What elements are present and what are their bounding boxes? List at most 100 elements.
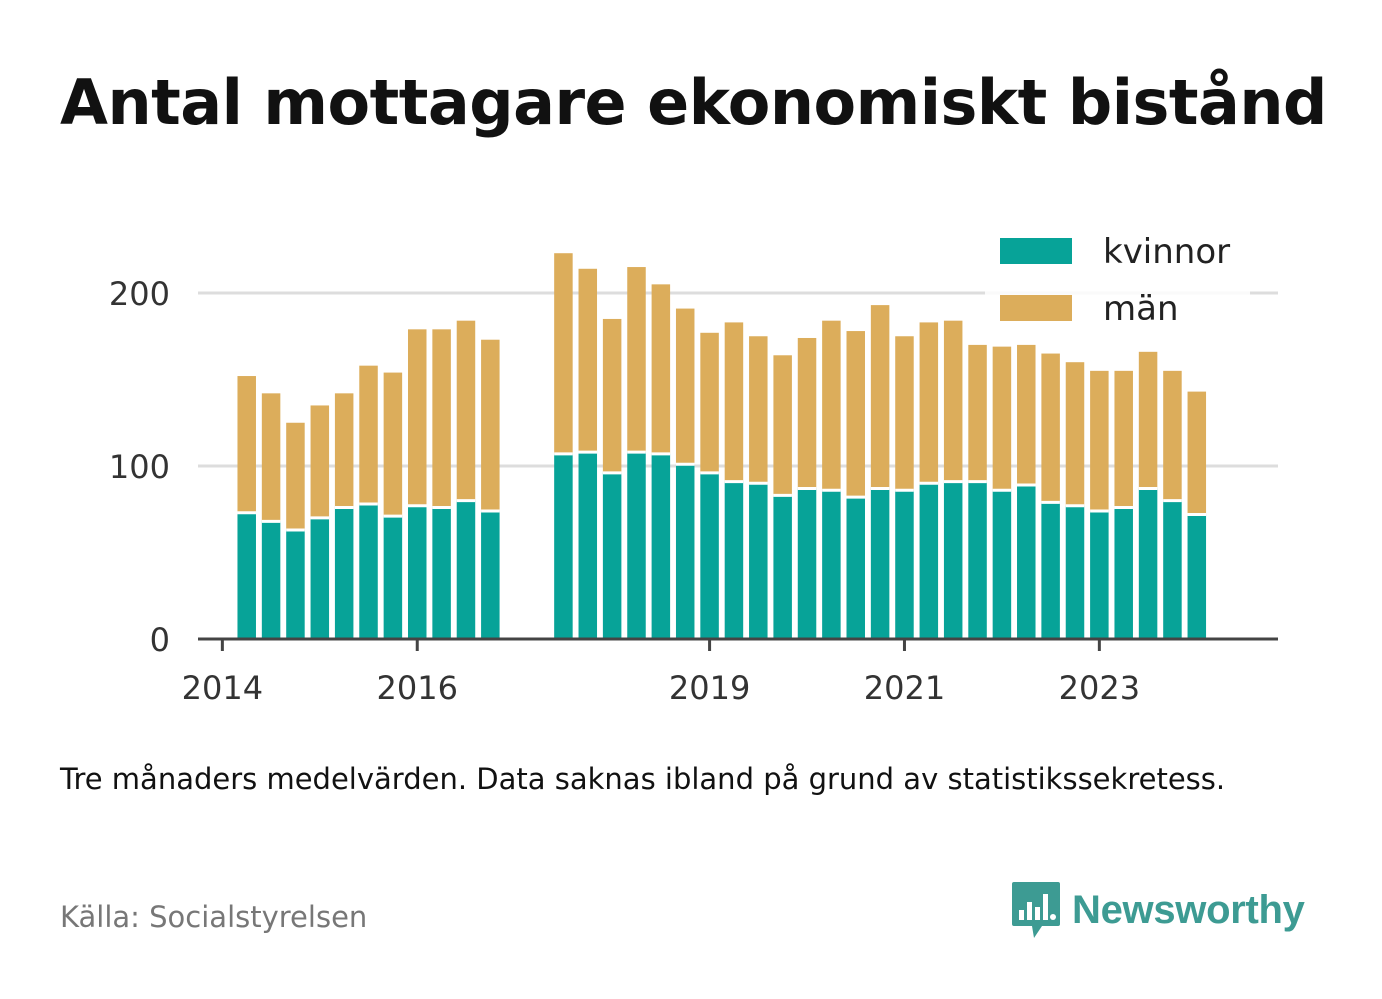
bar-group (895, 336, 914, 639)
bar-man (627, 267, 646, 453)
bar-kvinnor (627, 452, 646, 639)
bar-man (846, 331, 865, 498)
bars (237, 253, 1207, 639)
bar-group (383, 372, 403, 639)
bar-kvinnor (1163, 500, 1182, 639)
bar-group (310, 405, 330, 639)
bar-group (1090, 370, 1109, 639)
bar-kvinnor (797, 488, 817, 639)
bar-group (749, 336, 768, 639)
bar-group (1065, 362, 1085, 639)
x-tick-label: 2014 (182, 669, 263, 707)
y-tick-label: 200 (109, 275, 170, 313)
bar-man (237, 376, 256, 513)
bar-man (456, 320, 476, 501)
bar-group (724, 322, 744, 639)
bar-man (1114, 370, 1133, 508)
bar-group (407, 329, 427, 639)
bar-group (1163, 370, 1182, 639)
bar-man (261, 393, 281, 522)
bar-group (286, 422, 305, 639)
bar-group (919, 322, 939, 639)
bar-man (359, 365, 378, 505)
legend: kvinnor män (985, 222, 1250, 340)
bar-group (700, 332, 719, 639)
bar-kvinnor (846, 497, 865, 639)
bar-man (651, 284, 671, 454)
bar-kvinnor (1090, 510, 1109, 639)
x-tick-label: 2019 (669, 669, 750, 707)
chart-note: Tre månaders medelvärden. Data saknas ib… (60, 762, 1226, 796)
bar-group (773, 355, 792, 639)
bar-man (1090, 370, 1109, 511)
bar-group (554, 253, 573, 639)
bar-kvinnor (675, 464, 695, 639)
bar-kvinnor (773, 495, 792, 639)
bar-man (870, 305, 890, 489)
y-tick-label: 0 (150, 621, 170, 659)
bar-kvinnor (407, 505, 427, 639)
source-label: Källa: Socialstyrelsen (60, 900, 368, 934)
bar-kvinnor (700, 472, 719, 639)
bar-man (992, 346, 1012, 491)
bar-group (456, 320, 476, 639)
bar-kvinnor (919, 483, 939, 639)
bar-man (554, 253, 573, 454)
bar-group (675, 308, 695, 639)
bar-group (1041, 353, 1060, 639)
bar-kvinnor (651, 453, 671, 639)
bar-group (1138, 351, 1158, 639)
bar-kvinnor (261, 521, 281, 639)
bar-group (797, 337, 817, 639)
bar-kvinnor (383, 516, 403, 639)
bar-kvinnor (578, 452, 598, 639)
bar-man (1065, 362, 1085, 506)
legend-label-man: män (1103, 289, 1179, 329)
bar-group (432, 329, 451, 639)
chart-title: Antal mottagare ekonomiskt bistånd (60, 66, 1327, 139)
bar-man (578, 268, 598, 453)
bar-man (822, 320, 841, 491)
bar-group (870, 305, 890, 639)
bar-kvinnor (943, 481, 963, 639)
bar-kvinnor (895, 490, 914, 639)
bar-group (334, 393, 354, 639)
bar-man (432, 329, 451, 508)
bar-kvinnor (432, 507, 451, 639)
bar-kvinnor (1114, 507, 1133, 639)
bar-man (968, 344, 987, 482)
bar-chart: 0 100 200 2014 2016 2019 2021 2023 kvinnor män (108, 222, 1278, 707)
bar-group (943, 320, 963, 639)
bar-man (724, 322, 744, 482)
bar-man (1017, 344, 1036, 486)
bar-group (627, 267, 646, 639)
newsworthy-logo[interactable]: Newsworthy (1010, 880, 1305, 940)
bar-kvinnor (359, 504, 378, 639)
bar-man (773, 355, 792, 496)
bar-man (1138, 351, 1158, 489)
bar-kvinnor (870, 488, 890, 639)
legend-swatch-kvinnor (1000, 238, 1072, 264)
legend-label-kvinnor: kvinnor (1103, 232, 1230, 272)
bar-group (602, 318, 622, 639)
axes: 0 100 200 2014 2016 2019 2021 2023 (109, 275, 1278, 707)
bar-kvinnor (1138, 488, 1158, 639)
bar-man (1041, 353, 1060, 503)
bar-man (700, 332, 719, 473)
bar-kvinnor (334, 507, 354, 639)
bar-group (968, 344, 987, 639)
bar-group (846, 331, 865, 639)
y-tick-label: 100 (109, 448, 170, 486)
bar-group (359, 365, 378, 639)
bar-kvinnor (749, 483, 768, 639)
bar-kvinnor (456, 500, 476, 639)
bar-group (992, 346, 1012, 639)
bar-kvinnor (1017, 485, 1036, 639)
bar-kvinnor (992, 490, 1012, 639)
bar-group (261, 393, 281, 639)
bar-man (943, 320, 963, 482)
bar-group (578, 268, 598, 639)
bar-man (407, 329, 427, 506)
bar-kvinnor (724, 481, 744, 639)
x-tick-label: 2016 (377, 669, 458, 707)
